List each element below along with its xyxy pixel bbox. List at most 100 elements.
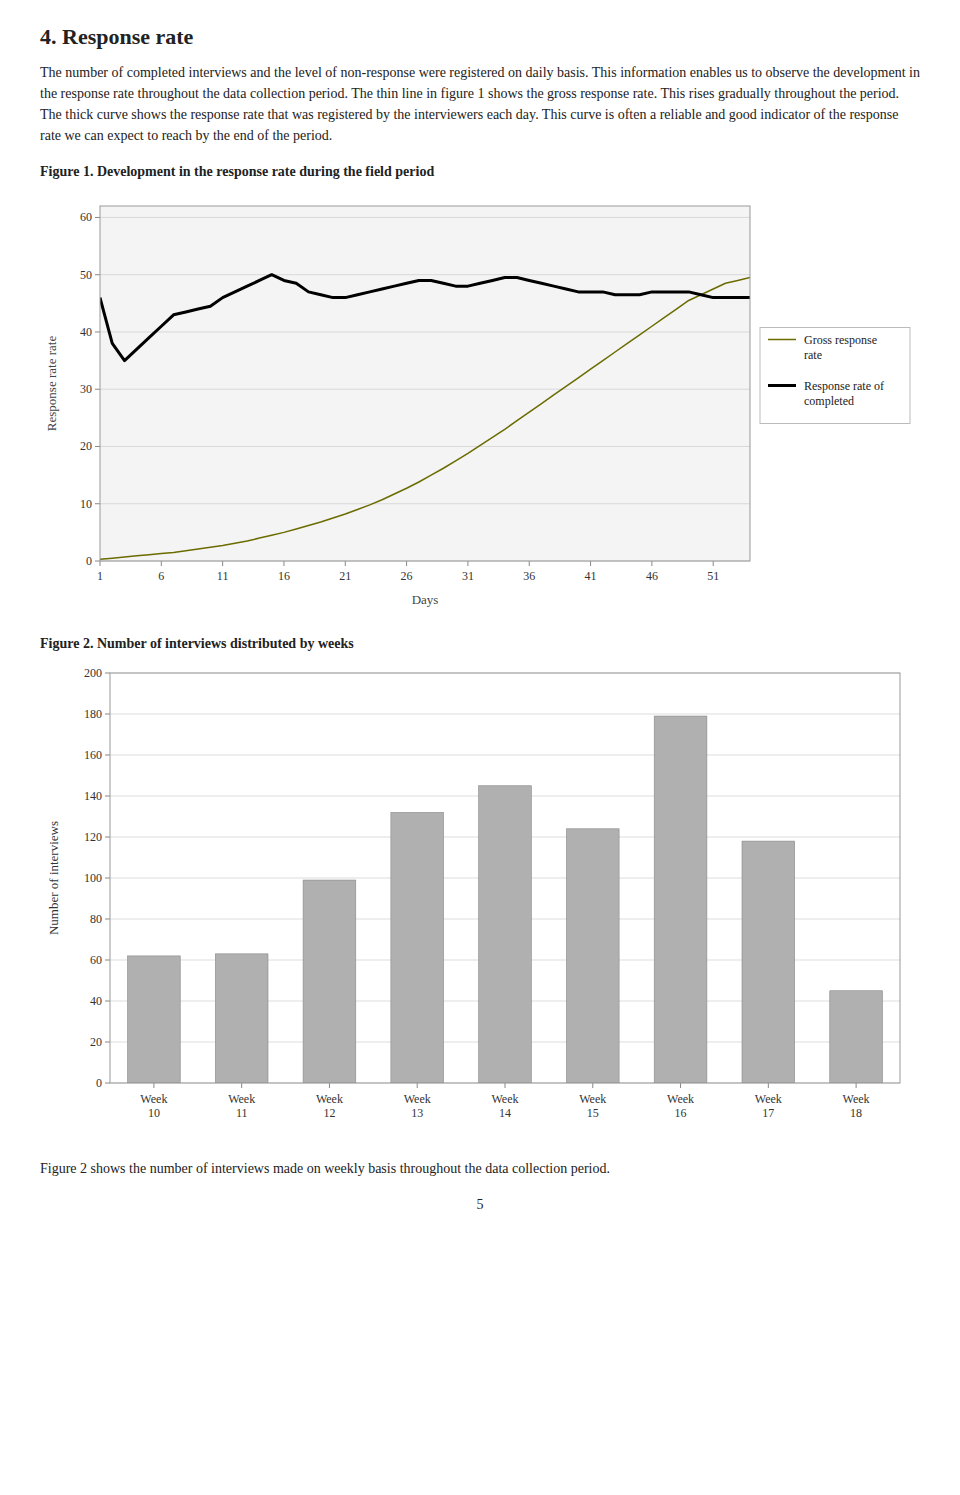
plot-frame [100, 206, 750, 561]
tick-label: Week10 [140, 1092, 167, 1120]
axis-label: Response rate rate [44, 336, 59, 432]
section-title: 4. Response rate [40, 24, 920, 50]
data-group [128, 716, 883, 1083]
tick-label: Week12 [316, 1092, 343, 1120]
legend-entry: Gross responserate [804, 333, 877, 362]
chart: 010203040506016111621263136414651DaysRes… [40, 186, 920, 616]
tick-label: 26 [401, 569, 413, 583]
bar [479, 786, 532, 1083]
bar [566, 829, 619, 1083]
tick [283, 561, 284, 566]
tick-label: 40 [90, 994, 102, 1008]
tick-label: Week15 [579, 1092, 606, 1120]
tick [105, 878, 110, 879]
tick [768, 1083, 769, 1088]
tick [105, 1042, 110, 1043]
legend: Gross responserate Response rate ofcomple… [760, 328, 910, 424]
tick [100, 561, 101, 566]
bar [391, 812, 444, 1083]
tick-label: Week11 [228, 1092, 255, 1120]
grid-line [110, 755, 900, 756]
axis-label: Days [412, 592, 439, 607]
tick-label: 41 [585, 569, 597, 583]
tick [105, 919, 110, 920]
tick [95, 503, 100, 504]
tick-label: 20 [90, 1035, 102, 1049]
legend-entry: Response rate ofcompleted [804, 379, 884, 408]
tick-label: 46 [646, 569, 658, 583]
tick [105, 714, 110, 715]
tick [680, 1083, 681, 1088]
tick [105, 796, 110, 797]
tick-label: Week17 [755, 1092, 782, 1120]
tick-label: 50 [80, 268, 92, 282]
tick [592, 1083, 593, 1088]
grid-line [100, 389, 750, 390]
tick-label: 200 [84, 666, 102, 680]
grid-line [100, 274, 750, 275]
paragraph: The number of completed interviews and t… [40, 62, 920, 146]
tick [105, 1083, 110, 1084]
tick-label: Week18 [843, 1092, 870, 1120]
tick-label: 160 [84, 748, 102, 762]
tick-label: 120 [84, 830, 102, 844]
grid-line [100, 331, 750, 332]
tick [505, 1083, 506, 1088]
tick [105, 960, 110, 961]
tick-label: 36 [523, 569, 535, 583]
plot-background [100, 206, 750, 561]
tick [222, 561, 223, 566]
legend-swatch [768, 339, 796, 341]
bar [215, 954, 268, 1083]
line [100, 275, 750, 361]
tick-label: 180 [84, 707, 102, 721]
chart: 020406080100120140160180200Week10Week11W… [40, 658, 920, 1138]
grid-line [100, 446, 750, 447]
tick [105, 755, 110, 756]
tick [105, 1001, 110, 1002]
tick-label: 30 [80, 382, 92, 396]
tick [95, 274, 100, 275]
grid-line [100, 217, 750, 218]
tick-label: 140 [84, 789, 102, 803]
legend-box [760, 328, 910, 424]
axis-label: Number of interviews [46, 821, 61, 935]
bar [830, 991, 883, 1083]
tick-label: 40 [80, 325, 92, 339]
figure-title: Figure 1. Development in the response ra… [40, 164, 920, 180]
tick [345, 561, 346, 566]
tick [651, 561, 652, 566]
tick-label: 60 [90, 953, 102, 967]
tick [95, 446, 100, 447]
tick [329, 1083, 330, 1088]
tick [713, 561, 714, 566]
tick [417, 1083, 418, 1088]
tick-label: 31 [462, 569, 474, 583]
tick [105, 673, 110, 674]
data-group [100, 275, 750, 560]
tick [529, 561, 530, 566]
tick [153, 1083, 154, 1088]
tick [590, 561, 591, 566]
figure-title: Figure 2. Number of interviews distribut… [40, 636, 920, 652]
tick [856, 1083, 857, 1088]
tick-label: 60 [80, 210, 92, 224]
tick-label: 80 [90, 912, 102, 926]
tick [95, 389, 100, 390]
tick-label: 6 [158, 569, 164, 583]
line [100, 278, 750, 560]
plot-frame [110, 673, 900, 1083]
tick-label: 20 [80, 439, 92, 453]
tick [467, 561, 468, 566]
paragraph: Figure 2 shows the number of interviews … [40, 1158, 920, 1179]
tick [161, 561, 162, 566]
tick [95, 217, 100, 218]
figure: 020406080100120140160180200Week10Week11W… [40, 658, 920, 1138]
tick-label: 100 [84, 871, 102, 885]
tick-label: 1 [97, 569, 103, 583]
legend-swatch [768, 384, 796, 387]
tick-label: 16 [278, 569, 290, 583]
tick-label: Week16 [667, 1092, 694, 1120]
bar [742, 841, 795, 1083]
grid-line [100, 503, 750, 504]
